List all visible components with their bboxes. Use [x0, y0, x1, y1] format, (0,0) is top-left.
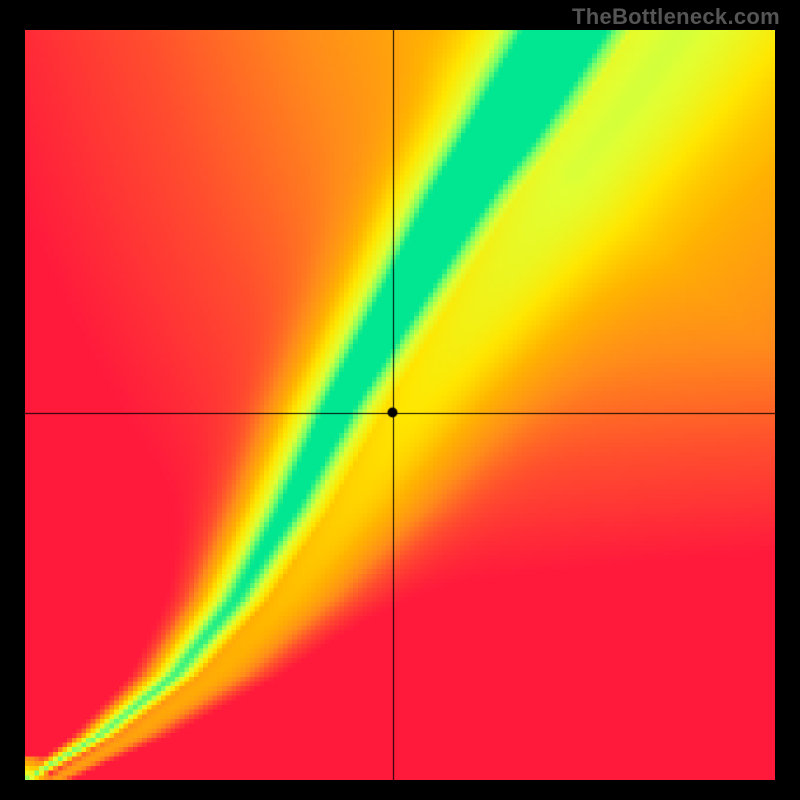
overlay-crosshair [25, 30, 775, 780]
chart-container: TheBottleneck.com [0, 0, 800, 800]
watermark-text: TheBottleneck.com [572, 4, 780, 30]
